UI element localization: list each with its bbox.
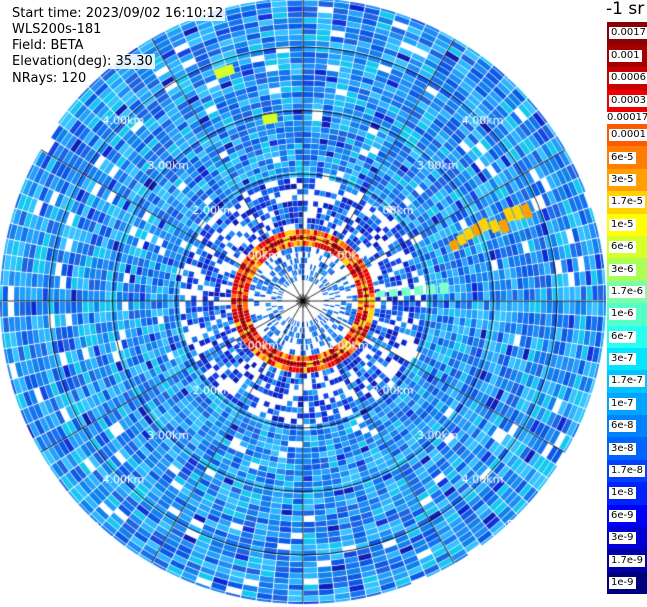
nrays-label: NRays: 120 [10, 71, 89, 86]
colorbar-tick-label: 1e-8 [609, 487, 636, 500]
colorbar-cell: 0.0001 [607, 124, 647, 147]
colorbar-cell: 1e-8 [607, 482, 647, 505]
colorbar-cell: 3e-5 [607, 168, 647, 192]
colorbar-tick-label: 0.0017 [609, 27, 647, 40]
colorbar-cell: 1.7e-9 [607, 549, 647, 572]
colorbar-tick-label: 1.7e-9 [609, 554, 646, 567]
colorbar: 0.0017 0.001 0.0006 0.0003 0.00017 0.0001 6e-5… [605, 22, 647, 605]
colorbar-tick-label: 6e-8 [609, 420, 636, 433]
colorbar-tick-label: 0.00017 [605, 112, 647, 124]
colorbar-cell: 0.0017 [607, 22, 647, 45]
start-time-label: Start time: 2023/09/02 16:10:12 [10, 6, 226, 21]
colorbar-separator: 0.00017 [605, 112, 647, 124]
colorbar-cell: 3e-8 [607, 437, 647, 460]
colorbar-cell: 1.7e-7 [607, 370, 647, 393]
colorbar-tick-label: 1e-6 [609, 308, 636, 321]
colorbar-tick-label: 0.0006 [609, 72, 647, 85]
colorbar-cell: 0.0006 [607, 67, 647, 90]
colorbar-cell: 3e-9 [607, 527, 647, 550]
colorbar-cell: 6e-9 [607, 504, 647, 528]
colorbar-tick-label: 1.7e-5 [609, 196, 646, 209]
colorbar-cell: 6e-6 [607, 235, 647, 259]
colorbar-tick-label: 3e-8 [609, 442, 636, 455]
colorbar-tick-label: 1e-5 [609, 218, 636, 231]
colorbar-tick-label: 1e-9 [609, 577, 636, 589]
colorbar-tick-label: 0.0001 [609, 129, 647, 142]
colorbar-cell: 1e-9 [607, 571, 647, 595]
instrument-label: WLS200s-181 [10, 22, 104, 37]
colorbar-tick-label: 1.7e-8 [609, 465, 646, 478]
colorbar-cell: 1.7e-5 [607, 191, 647, 214]
colorbar-tick-label: 0.0003 [609, 94, 647, 107]
colorbar-tick-label: 3e-9 [609, 532, 636, 545]
colorbar-tick-label: 3e-6 [609, 263, 636, 276]
colorbar-cell: 6e-5 [607, 146, 647, 169]
colorbar-tick-label: 3e-7 [609, 353, 636, 366]
colorbar-tick-label: 1e-7 [609, 397, 636, 410]
colorbar-cell: 1.7e-6 [607, 280, 647, 304]
colorbar-tick-label: 1.7e-7 [609, 375, 646, 388]
colorbar-tick-label: 3e-5 [609, 173, 636, 186]
colorbar-cell: 6e-8 [607, 415, 647, 438]
colorbar-cell: 0.0003 [607, 89, 647, 112]
colorbar-tick-label: 6e-6 [609, 241, 636, 254]
elevation-label: Elevation(deg): 35.30 [10, 54, 155, 69]
colorbar-tick-label: 6e-9 [609, 509, 636, 522]
colorbar-tick-label: 6e-7 [609, 330, 636, 343]
colorbar-cell: 1e-7 [607, 392, 647, 416]
colorbar-cell: 1e-6 [607, 303, 647, 326]
field-label: Field: BETA [10, 38, 86, 53]
colorbar-cell: 0.001 [607, 44, 647, 67]
colorbar-cell: 3e-6 [607, 258, 647, 281]
colorbar-cell: 1e-5 [607, 213, 647, 236]
colorbar-tick-label: 1.7e-6 [609, 285, 646, 298]
colorbar-title: -1 sr [606, 0, 645, 19]
colorbar-cell: 6e-7 [607, 325, 647, 348]
colorbar-cell: 3e-7 [607, 347, 647, 371]
colorbar-tick-label: 0.001 [609, 49, 642, 62]
colorbar-tick-label: 6e-5 [609, 151, 636, 164]
colorbar-cell: 1.7e-8 [607, 459, 647, 483]
